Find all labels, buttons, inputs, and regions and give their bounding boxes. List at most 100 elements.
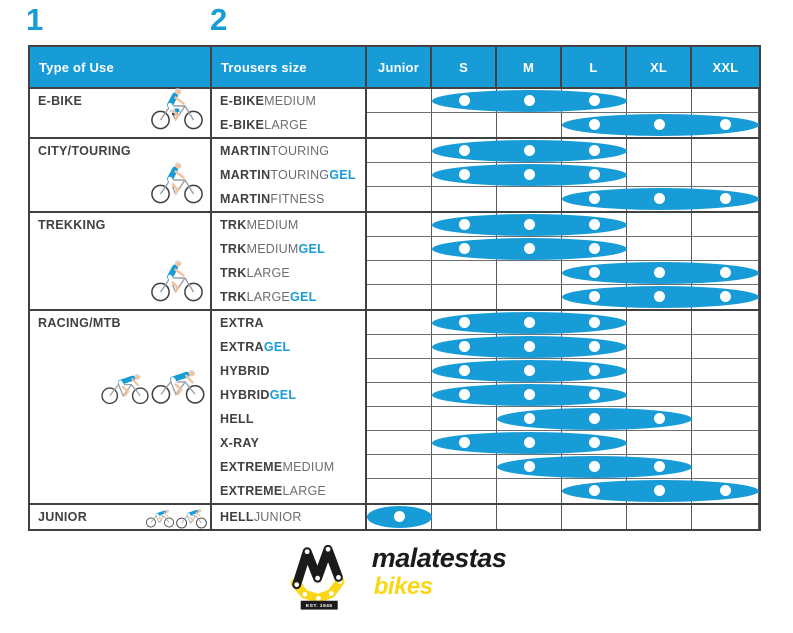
header-size-junior: Junior (367, 47, 432, 87)
product-name-bold: EXTRA (220, 340, 264, 354)
header-size-xxl: XXL (712, 59, 739, 75)
racing-cyclist-icon (151, 370, 205, 404)
size-cell-junior (367, 213, 432, 236)
section-city-touring: CITY/TOURING MARTINTOURING MARTINTOURINGG… (30, 139, 759, 213)
product-name-bold: TRK (220, 218, 247, 232)
product-name-gel: GEL (269, 388, 297, 402)
size-availability-cells (367, 187, 759, 211)
size-availability-cells (367, 455, 759, 479)
size-cell-junior (367, 455, 432, 478)
availability-dot-l (589, 243, 600, 254)
availability-dot-xl (654, 119, 665, 130)
table-row: TRKMEDIUMGEL (212, 237, 759, 261)
size-cell-xxl (692, 139, 759, 162)
product-name-bold: HELL (220, 510, 254, 524)
size-availability-cells (367, 139, 759, 163)
availability-dot-l (589, 341, 600, 352)
availability-dot-m (524, 437, 535, 448)
product-name: HELL (212, 407, 367, 431)
table-row: MARTINTOURING (212, 139, 759, 163)
product-name-bold: TRK (220, 290, 247, 304)
ebike-cyclist-icon (151, 88, 203, 130)
size-cell-junior (367, 383, 432, 406)
availability-dot-s (459, 341, 470, 352)
brand-wordmark: malatestas bikes (372, 536, 507, 600)
availability-dot-m (524, 365, 535, 376)
product-name-variant: MEDIUM (246, 218, 299, 232)
size-cell-junior (367, 139, 432, 162)
availability-dot-m (524, 243, 535, 254)
availability-dot-m (524, 461, 535, 472)
size-cell-xl (627, 163, 692, 186)
table-row: HELLJUNIOR (212, 505, 759, 529)
junior-cyclist-icon (176, 508, 207, 529)
size-cell-xxl (692, 163, 759, 186)
size-availability-cells (367, 407, 759, 431)
availability-dot-l (589, 389, 600, 400)
size-availability-cells (367, 359, 759, 383)
table-body: E-BIKE E-BIKEMEDIUM E-BIKELARGE CITY/TOURI… (30, 87, 759, 529)
product-name: E-BIKEMEDIUM (212, 89, 367, 113)
table-row: MARTINFITNESS (212, 187, 759, 211)
section-e-bike: E-BIKE E-BIKEMEDIUM E-BIKELARGE (30, 87, 759, 139)
size-cell-xxl (692, 335, 759, 358)
table-row: TRKLARGE (212, 261, 759, 285)
availability-dot-s (459, 145, 470, 156)
brand-name: malatestas (371, 543, 507, 573)
size-cell-xxl (692, 359, 759, 382)
availability-dot-m (524, 169, 535, 180)
header-trousers-size: Trousers size (212, 47, 367, 87)
size-cell-xl (627, 311, 692, 334)
type-of-use-cell: RACING/MTB (30, 311, 212, 503)
availability-dot-l (589, 317, 600, 328)
size-cell-xl (627, 237, 692, 260)
size-cell-xl (627, 139, 692, 162)
size-availability-cells (367, 505, 759, 529)
product-name: MARTINFITNESS (212, 187, 367, 211)
junior-cyclist-icon (145, 509, 175, 528)
product-name-bold: TRK (220, 266, 247, 280)
product-name-variant: MEDIUM (282, 460, 335, 474)
availability-dot-l (589, 461, 600, 472)
availability-dot-m (524, 413, 535, 424)
section-trekking: TREKKING TRKMEDIUM TRKMEDIUMGEL TRKLARGE TR… (30, 213, 759, 311)
availability-dot-xl (654, 291, 665, 302)
table-row: HELL (212, 407, 759, 431)
availability-dot-l (589, 365, 600, 376)
availability-dot-s (459, 219, 470, 230)
type-of-use-cell: CITY/TOURING (30, 139, 212, 211)
header-size-s: S (432, 47, 497, 87)
size-cell-m (497, 187, 562, 211)
product-name-variant: JUNIOR (253, 510, 302, 524)
availability-dot-xxl (720, 485, 731, 496)
size-cell-m (497, 261, 562, 284)
type-of-use-label: JUNIOR (38, 510, 88, 524)
product-name: EXTREMEMEDIUM (212, 455, 367, 479)
cyclist-illustration (148, 259, 206, 308)
product-name: TRKMEDIUMGEL (212, 237, 367, 261)
size-cell-junior (367, 311, 432, 334)
availability-dot-l (589, 145, 600, 156)
city-cyclist-icon (151, 162, 203, 204)
product-name-variant: LARGE (246, 266, 290, 280)
size-availability-cells (367, 335, 759, 359)
availability-dot-l (589, 437, 600, 448)
product-name-variant: TOURING (270, 144, 330, 158)
table-row: EXTRA (212, 311, 759, 335)
size-availability-cells (367, 213, 759, 237)
availability-dot-s (459, 169, 470, 180)
table-row: TRKLARGEGEL (212, 285, 759, 309)
cyclist-illustration (145, 505, 208, 529)
header-size-l: L (562, 47, 627, 87)
table-row: X-RAY (212, 431, 759, 455)
brand-logo: EST. 1945 malatestas bikes (28, 536, 761, 614)
cyclist-illustration (148, 87, 206, 136)
table-row: EXTRAGEL (212, 335, 759, 359)
product-name-variant: MEDIUM (264, 94, 317, 108)
size-availability-cells (367, 431, 759, 455)
availability-dot-m (524, 341, 535, 352)
size-cell-junior (367, 237, 432, 260)
table-row: E-BIKELARGE (212, 113, 759, 137)
size-cell-xxl (692, 213, 759, 236)
product-name-bold: HYBRID (220, 364, 270, 378)
